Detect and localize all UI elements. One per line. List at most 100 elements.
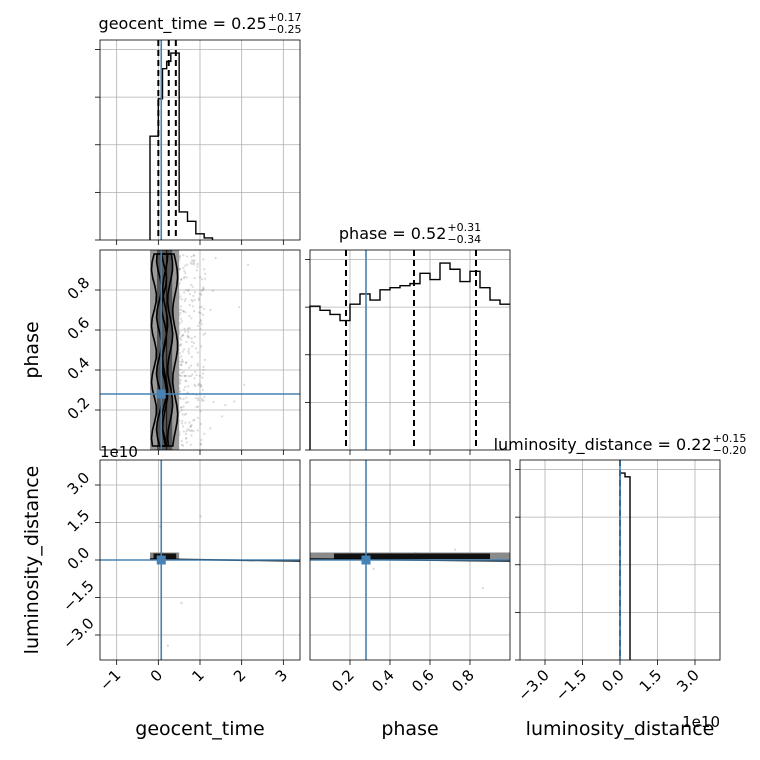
sample-point: [191, 305, 194, 308]
sample-point: [185, 396, 188, 399]
sample-point: [188, 421, 191, 424]
sample-point: [202, 365, 205, 368]
sample-point: [197, 297, 200, 300]
sample-point: [182, 348, 186, 351]
sample-point: [182, 277, 186, 280]
sample-point: [183, 291, 186, 294]
sample-point: [180, 278, 183, 282]
sample-point: [190, 429, 193, 432]
sample-point: [183, 275, 186, 278]
title-luminosity_distance: luminosity_distance = 0.22 +0.15−0.20: [494, 432, 747, 457]
sample-point: [247, 263, 250, 266]
sample-point: [199, 320, 202, 323]
sample-point: [182, 430, 185, 433]
sample-point: [179, 268, 182, 271]
sample-point: [202, 399, 205, 402]
sample-point: [182, 425, 185, 428]
sample-point: [195, 405, 198, 409]
sample-point: [185, 437, 188, 440]
sample-point: [192, 419, 195, 422]
sample-point: [184, 272, 187, 275]
sample-point: [189, 425, 192, 428]
sample-point: [188, 314, 191, 318]
sample-point: [196, 364, 200, 367]
sample-point: [186, 391, 189, 394]
offset-text-x: 1e10: [682, 713, 720, 731]
sample-point: [188, 327, 191, 330]
sample-point: [180, 355, 183, 358]
sample-point: [180, 343, 183, 346]
sample-point: [189, 375, 192, 378]
sample-point: [187, 385, 190, 388]
sample-point: [203, 395, 206, 398]
sample-point: [184, 361, 188, 365]
title-upper-error: +0.17: [268, 11, 302, 24]
sample-point: [182, 310, 185, 313]
truth-point: [156, 555, 166, 565]
sample-point: [190, 424, 193, 427]
sample-point: [202, 368, 205, 371]
sample-point: [193, 291, 196, 294]
xtick-label-phase: 0.6: [408, 666, 438, 696]
sample-point: [372, 567, 375, 571]
histogram-luminosity_distance: [619, 472, 631, 660]
sample-point: [179, 368, 182, 371]
sample-point: [179, 336, 182, 340]
sample-point: [190, 337, 193, 340]
sample-point: [178, 374, 182, 377]
sample-point: [191, 300, 194, 303]
sample-point: [180, 278, 183, 281]
sample-point: [211, 289, 214, 292]
sample-point: [180, 406, 183, 409]
sample-point: [180, 422, 184, 425]
sample-point: [189, 261, 192, 264]
ytick-label-phase: 0.4: [64, 354, 94, 384]
sample-point: [178, 256, 182, 259]
sample-point: [193, 263, 196, 266]
sample-point: [178, 254, 181, 257]
sample-point: [186, 428, 189, 431]
sample-point: [181, 413, 184, 416]
sample-point: [180, 335, 183, 338]
panel-frame: [309, 249, 511, 451]
sample-point: [194, 370, 197, 373]
sample-point: [221, 415, 224, 418]
sample-point: [199, 276, 202, 279]
sample-point: [193, 310, 196, 313]
ytick-label-luminosity_distance: −3.0: [59, 614, 97, 652]
sample-point: [197, 399, 200, 402]
sample-point: [199, 383, 202, 386]
marks-layer: [95, 40, 631, 661]
sample-point: [187, 375, 191, 378]
sample-point: [180, 374, 183, 378]
sample-point: [185, 361, 188, 364]
sample-point: [194, 384, 197, 388]
sample-point: [187, 330, 190, 333]
sample-point: [198, 292, 202, 295]
sample-point: [178, 396, 182, 399]
sample-point: [183, 374, 186, 377]
sample-point: [185, 441, 188, 444]
xaxis-label-luminosity_distance: luminosity_distance: [526, 718, 715, 740]
sample-point: [192, 430, 195, 433]
sample-point: [180, 371, 184, 375]
truth-point: [156, 389, 166, 399]
sample-point: [214, 256, 217, 260]
sample-point: [179, 382, 182, 385]
sample-point: [190, 434, 193, 437]
sample-point: [188, 347, 191, 350]
sample-point: [190, 340, 193, 343]
sample-point: [186, 401, 189, 404]
sample-point: [197, 311, 201, 314]
sample-point: [198, 306, 201, 309]
sample-point: [199, 327, 202, 330]
sample-point: [200, 438, 203, 442]
sample-point: [204, 272, 207, 275]
sample-point: [202, 258, 205, 261]
sample-point: [203, 358, 206, 361]
sample-point: [182, 388, 185, 392]
sample-point: [180, 601, 183, 605]
sample-point: [191, 373, 194, 376]
sample-point: [182, 405, 185, 408]
